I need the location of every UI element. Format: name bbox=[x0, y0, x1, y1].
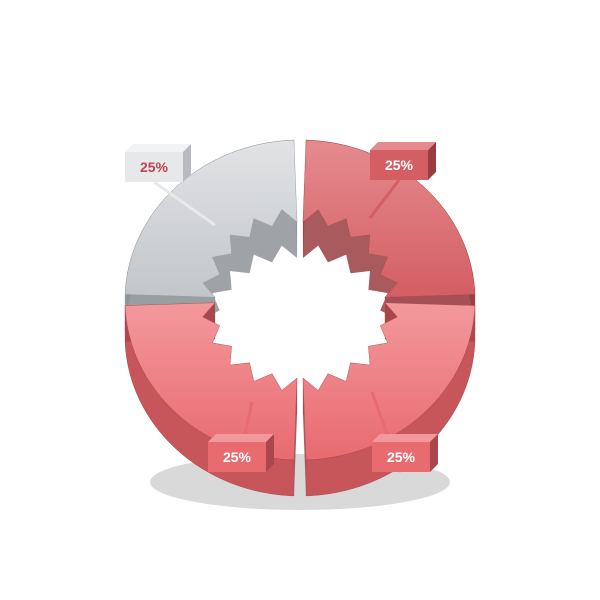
lbl-bottom-right: 25% bbox=[372, 442, 430, 472]
lbl-top-left-text: 25% bbox=[125, 152, 183, 182]
donut-svg bbox=[0, 0, 600, 600]
lbl-top-right-text: 25% bbox=[370, 150, 428, 180]
lbl-bottom-left: 25% bbox=[208, 442, 266, 472]
lbl-bottom-right-text: 25% bbox=[372, 442, 430, 472]
lbl-top-left: 25% bbox=[125, 152, 183, 182]
lbl-bottom-left-text: 25% bbox=[208, 442, 266, 472]
lbl-top-right: 25% bbox=[370, 150, 428, 180]
infographic-donut-3d: { "chart": { "type": "donut-3d-infograph… bbox=[0, 0, 600, 600]
